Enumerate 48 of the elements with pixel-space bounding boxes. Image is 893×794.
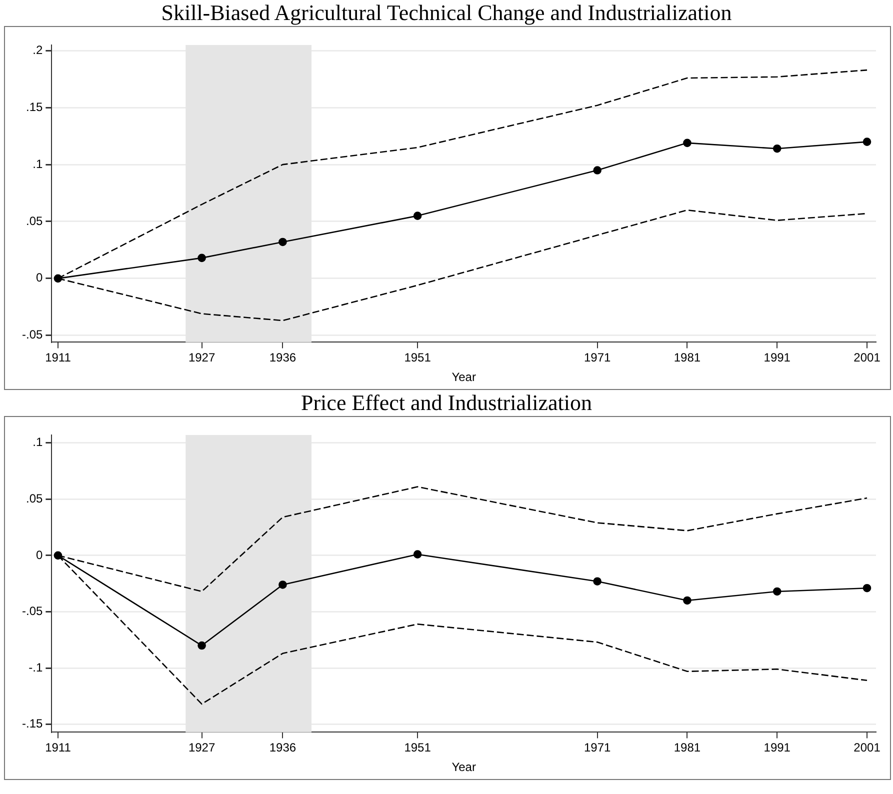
x-tick-label: 1981 xyxy=(674,740,701,755)
x-tick-label: 1927 xyxy=(188,740,216,755)
x-tick-label: 1936 xyxy=(269,350,296,365)
point xyxy=(198,641,206,650)
x-tick-label: 1951 xyxy=(404,740,432,755)
y-tick-label: .05 xyxy=(26,491,43,506)
point xyxy=(278,238,287,246)
x-tick-label: 1911 xyxy=(45,740,72,755)
y-tick-label: -.15 xyxy=(22,716,43,731)
x-tick-label: 1936 xyxy=(269,740,296,755)
y-tick-label: -.05 xyxy=(22,604,43,618)
x-axis-title: Year xyxy=(452,760,476,774)
y-tick-label: .05 xyxy=(26,214,43,228)
x-tick-label: 1981 xyxy=(674,350,701,365)
point xyxy=(683,138,692,148)
point xyxy=(278,580,287,589)
point xyxy=(862,138,872,146)
y-tick-label: 0 xyxy=(36,270,43,285)
point xyxy=(54,551,62,560)
x-tick-label: 1951 xyxy=(404,350,432,365)
point xyxy=(198,254,206,262)
point xyxy=(772,144,782,153)
y-tick-label: .2 xyxy=(32,43,43,58)
point xyxy=(593,577,602,586)
x-tick-label: 2001 xyxy=(854,350,881,365)
y-tick-label: .1 xyxy=(32,435,43,450)
y-tick-label: -.1 xyxy=(28,660,43,674)
x-tick-label: 1911 xyxy=(45,350,72,365)
point xyxy=(862,584,872,592)
point xyxy=(54,274,62,283)
y-tick-label: .1 xyxy=(32,156,43,171)
x-tick-label: 2001 xyxy=(854,740,881,755)
x-tick-label: 1971 xyxy=(584,350,611,365)
y-tick-label: .15 xyxy=(26,100,43,114)
point xyxy=(413,550,422,558)
x-tick-label: 1971 xyxy=(584,740,611,755)
chart-title: Price Effect and Industrialization xyxy=(300,390,593,416)
point xyxy=(413,212,422,220)
x-tick-label: 1991 xyxy=(764,740,791,755)
x-tick-label: 1991 xyxy=(764,350,791,365)
y-tick-label: 0 xyxy=(36,548,43,562)
x-axis-title: Year xyxy=(452,370,476,384)
point xyxy=(683,596,692,605)
x-tick-label: 1927 xyxy=(188,350,216,365)
point xyxy=(593,166,602,174)
point xyxy=(772,587,782,596)
chart-title: Skill-Biased Agricultural Technical Change and Industrialization xyxy=(160,0,733,26)
y-tick-label: -.05 xyxy=(22,328,43,342)
